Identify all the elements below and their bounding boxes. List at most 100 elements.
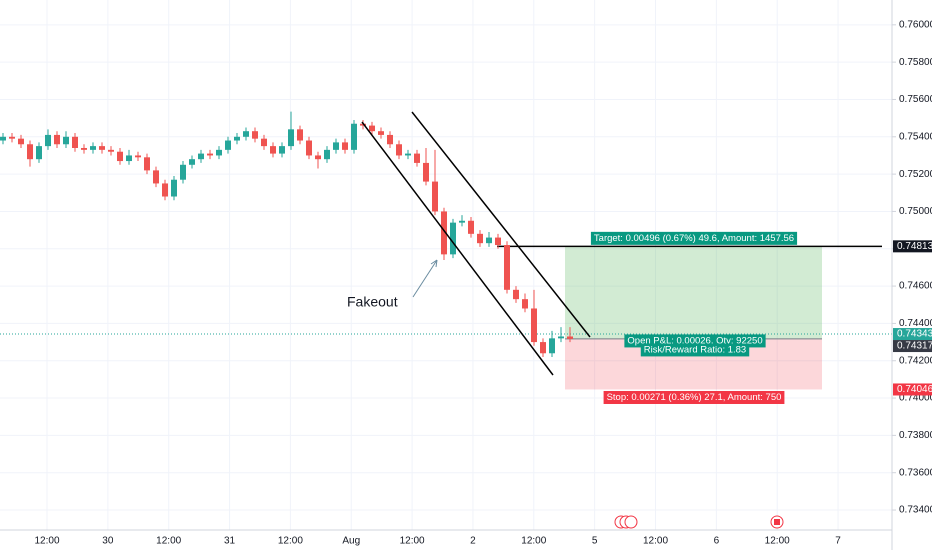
candle-body [387, 134, 393, 145]
stop-label-box [603, 390, 785, 404]
event-icon [774, 519, 780, 525]
price-badge [893, 383, 932, 396]
candle-body [558, 336, 564, 339]
candle-body [531, 308, 537, 343]
price-badge-label: 0.74317 [897, 341, 932, 352]
candle-body [441, 211, 447, 255]
candle-body [369, 125, 375, 132]
x-tick-label: 6 [714, 536, 720, 547]
candle-body [63, 136, 69, 145]
y-tick-label: 0.73800 [899, 430, 932, 441]
candle-body [396, 144, 402, 156]
y-tick-label: 0.74400 [899, 318, 932, 329]
candle-body [252, 131, 258, 139]
candle-body [72, 136, 78, 148]
arrow-head [430, 259, 438, 268]
candle-body [288, 129, 294, 147]
candle-body [342, 142, 348, 150]
pnl-label: Open P&L: 0.00026, Qty: 92250 [627, 335, 762, 346]
candle-body [540, 342, 546, 354]
candle-body [54, 134, 60, 145]
candle-body [198, 153, 204, 160]
y-tick-label: 0.75400 [899, 131, 932, 142]
candle-body [18, 138, 24, 145]
channel-line [361, 121, 554, 376]
candle-body [360, 123, 366, 126]
x-tick-label: 12:00 [34, 536, 59, 547]
candle-body [522, 299, 528, 309]
candle-body [0, 136, 6, 141]
price-badge-label: 0.74343 [897, 329, 932, 340]
x-tick-label: 12:00 [400, 536, 425, 547]
grid [0, 0, 892, 530]
candle-body [378, 131, 384, 135]
candle-body [297, 129, 303, 141]
candle-body [99, 146, 105, 150]
y-tick-label: 0.75200 [899, 169, 932, 180]
candle-body [153, 170, 159, 184]
x-tick-label: 2 [470, 536, 476, 547]
x-tick-label: 30 [102, 536, 114, 547]
candle-body [270, 146, 276, 154]
x-tick-label: 12:00 [765, 536, 790, 547]
candle-body [459, 220, 465, 223]
y-tick-label: 0.75000 [899, 206, 932, 217]
candle-body [432, 181, 438, 212]
candle-body [180, 164, 186, 180]
candle-body [234, 136, 240, 141]
candle-body [315, 155, 321, 160]
candle-body [414, 153, 420, 163]
y-tick-label: 0.74600 [899, 281, 932, 292]
price-badge-label: 0.74813 [897, 241, 932, 252]
y-tick-label: 0.73600 [899, 467, 932, 478]
candle-body [405, 153, 411, 156]
y-tick-label: 0.75600 [899, 94, 932, 105]
x-tick-label: 12:00 [521, 536, 546, 547]
candle-body [90, 146, 96, 150]
target-label-box [590, 231, 798, 245]
x-tick-label: 12:00 [278, 536, 303, 547]
candle-body [207, 153, 213, 156]
candle-body [306, 140, 312, 156]
candle-body [225, 140, 231, 150]
price-badge [893, 340, 932, 353]
candle-body [450, 222, 456, 255]
y-tick-label: 0.74200 [899, 355, 932, 366]
candle-body [495, 237, 501, 246]
rr-label: Risk/Reward Ratio: 1.83 [644, 344, 746, 355]
candle-body [468, 220, 474, 234]
candle-body [351, 123, 357, 150]
candle-body [504, 245, 510, 290]
candle-body [9, 136, 15, 139]
y-tick-label: 0.75800 [899, 57, 932, 68]
candle-body [81, 147, 87, 150]
candle-body [162, 183, 168, 197]
candle-body [279, 146, 285, 154]
position-tool [0, 245, 892, 390]
event-icon [624, 515, 638, 529]
candle-body [333, 142, 339, 150]
event-icons [614, 515, 784, 529]
candle-body [549, 338, 555, 354]
x-tick-label: 12:00 [156, 536, 181, 547]
x-tick-label: Aug [342, 536, 360, 547]
target-label: Target: 0.00496 (0.67%) 49.6, Amount: 14… [594, 233, 794, 244]
candle-body [243, 131, 249, 137]
y-tick-label: 0.73400 [899, 505, 932, 516]
x-tick-label: 12:00 [643, 536, 668, 547]
y-tick-label: 0.74000 [899, 393, 932, 404]
rr-label-box [640, 343, 750, 357]
candle-body [36, 146, 42, 160]
stop-label: Stop: 0.00271 (0.36%) 27.1, Amount: 750 [607, 392, 782, 403]
candle-body [135, 155, 141, 158]
candle-body [486, 237, 492, 244]
candle-body [567, 336, 573, 339]
channel-line [411, 111, 591, 338]
candle-body [108, 149, 114, 152]
candle-body [477, 233, 483, 244]
candle-body [324, 149, 330, 160]
price-badge [893, 240, 932, 253]
price-badge-label: 0.74046 [897, 384, 932, 395]
